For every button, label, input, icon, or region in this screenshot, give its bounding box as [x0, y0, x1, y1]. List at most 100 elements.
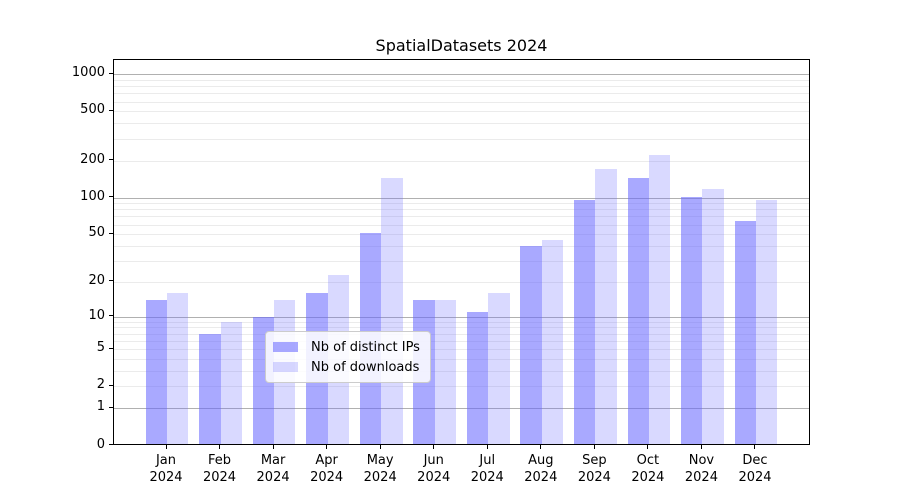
bar-downloads	[595, 169, 617, 444]
x-tick-mark	[700, 444, 702, 449]
y-tick-label: 50	[88, 225, 105, 241]
y-tick-label: 10	[88, 307, 105, 323]
y-tick-mark	[109, 196, 113, 198]
x-tick-label: May 2024	[363, 452, 397, 485]
x-tick-label: Feb 2024	[202, 452, 237, 485]
legend-item: Nb of downloads	[273, 357, 420, 377]
y-tick-mark	[109, 109, 113, 111]
x-tick-label: Nov 2024	[684, 452, 718, 485]
legend: Nb of distinct IPs Nb of downloads	[265, 331, 431, 383]
x-tick-mark	[326, 444, 328, 449]
plot-area	[113, 59, 810, 445]
minor-gridline	[114, 86, 809, 88]
bar-downloads	[220, 321, 242, 444]
minor-gridline	[114, 216, 809, 218]
y-tick-label: 20	[88, 272, 105, 288]
x-tick-label: Oct 2024	[631, 452, 665, 485]
minor-gridline	[114, 333, 809, 335]
major-gridline	[114, 197, 809, 199]
y-tick-label: 1000	[71, 65, 105, 81]
bar-distinct-ips	[627, 177, 649, 444]
x-tick-mark	[593, 444, 595, 449]
x-tick-label: Mar 2024	[256, 452, 290, 485]
minor-gridline	[114, 234, 809, 236]
y-tick-mark	[109, 72, 113, 74]
x-tick-mark	[165, 444, 167, 449]
major-gridline	[114, 316, 809, 318]
bar-distinct-ips	[734, 221, 756, 444]
x-tick-label: Jul 2024	[470, 452, 504, 485]
bar-downloads	[167, 293, 189, 444]
x-tick-label: Sep 2024	[577, 452, 611, 485]
y-tick-mark	[109, 444, 113, 445]
x-tick-mark	[272, 444, 274, 449]
minor-gridline	[114, 340, 809, 342]
minor-gridline	[114, 260, 809, 262]
minor-gridline	[114, 224, 809, 226]
y-tick-label: 200	[80, 151, 105, 167]
major-gridline	[114, 74, 809, 76]
y-tick-label: 0	[96, 436, 105, 452]
bar-downloads	[541, 239, 564, 444]
x-tick-mark	[219, 444, 221, 449]
y-tick-label: 2	[96, 377, 105, 393]
x-tick-mark	[540, 444, 542, 449]
bar-distinct-ips	[520, 245, 542, 444]
minor-gridline	[114, 111, 809, 113]
bar-downloads	[755, 199, 778, 444]
y-tick-mark	[109, 159, 113, 161]
major-gridline	[114, 408, 809, 410]
y-tick-mark	[109, 232, 113, 234]
minor-gridline	[114, 203, 809, 205]
x-tick-label: Jun 2024	[417, 452, 451, 485]
legend-swatch-distinct-ips	[273, 342, 298, 352]
x-tick-label: Dec 2024	[738, 452, 772, 485]
y-tick-mark	[109, 280, 113, 282]
y-tick-label: 5	[96, 340, 105, 356]
legend-item: Nb of distinct IPs	[273, 337, 420, 357]
x-tick-label: Aug 2024	[524, 452, 558, 485]
minor-gridline	[114, 371, 809, 373]
legend-label: Nb of distinct IPs	[311, 339, 420, 355]
y-tick-label: 500	[80, 102, 105, 118]
x-tick-label: Apr 2024	[310, 452, 344, 485]
minor-gridline	[114, 123, 809, 125]
legend-label: Nb of downloads	[311, 359, 420, 375]
bar-distinct-ips	[573, 199, 596, 444]
minor-gridline	[114, 349, 809, 351]
x-tick-mark	[647, 444, 649, 449]
legend-swatch-downloads	[273, 362, 298, 372]
y-tick-mark	[109, 406, 113, 408]
y-tick-mark	[109, 315, 113, 317]
bar-downloads	[702, 188, 724, 444]
minor-gridline	[114, 327, 809, 329]
y-tick-mark	[109, 347, 113, 349]
bar-distinct-ips	[466, 311, 489, 444]
bar-distinct-ips	[145, 299, 167, 444]
x-tick-mark	[433, 444, 435, 449]
bar-distinct-ips	[199, 333, 221, 444]
minor-gridline	[114, 138, 809, 140]
minor-gridline	[114, 160, 809, 162]
bar-downloads	[434, 299, 457, 444]
minor-gridline	[114, 101, 809, 103]
chart-title: SpatialDatasets 2024	[375, 36, 548, 55]
x-tick-mark	[486, 444, 488, 449]
minor-gridline	[114, 386, 809, 388]
minor-gridline	[114, 209, 809, 211]
minor-gridline	[114, 245, 809, 247]
minor-gridline	[114, 359, 809, 361]
bar-downloads	[648, 155, 671, 444]
y-tick-label: 100	[80, 188, 105, 204]
x-tick-mark	[754, 444, 756, 449]
bar-distinct-ips	[681, 197, 703, 444]
bar-downloads	[488, 293, 510, 444]
minor-gridline	[114, 93, 809, 95]
minor-gridline	[114, 79, 809, 81]
bar-downloads	[381, 177, 403, 444]
minor-gridline	[114, 281, 809, 283]
y-tick-mark	[109, 384, 113, 386]
x-tick-mark	[379, 444, 381, 449]
minor-gridline	[114, 321, 809, 323]
